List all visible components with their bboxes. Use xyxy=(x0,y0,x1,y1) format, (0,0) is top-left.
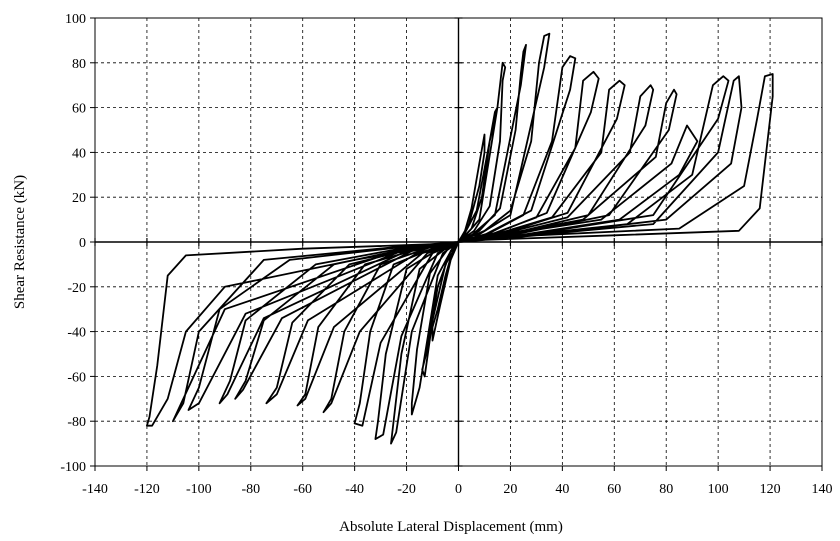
x-tick-label: -80 xyxy=(241,482,260,497)
x-tick-label: 0 xyxy=(455,482,462,497)
x-tick-label: -20 xyxy=(397,482,416,497)
y-tick-label: -60 xyxy=(67,370,86,385)
x-tick-label: 120 xyxy=(760,482,781,497)
series xyxy=(146,32,774,445)
y-tick-label: -40 xyxy=(67,326,86,341)
x-tick-label: -140 xyxy=(82,482,108,497)
y-tick-label: 100 xyxy=(65,12,86,27)
x-tick-label: -100 xyxy=(186,482,212,497)
x-tick-label: 20 xyxy=(503,482,517,497)
x-tick-label: 60 xyxy=(607,482,621,497)
x-tick-label: -120 xyxy=(134,482,160,497)
y-tick-label: 40 xyxy=(72,146,86,161)
x-axis-title: Absolute Lateral Displacement (mm) xyxy=(339,519,563,535)
y-tick-label: 80 xyxy=(72,57,86,72)
y-tick-labels: -100 -80 -60 -40 -20 0 20 40 60 80 100 xyxy=(60,12,86,475)
series-line xyxy=(146,32,774,445)
y-tick-label: 60 xyxy=(72,102,86,117)
x-tick-label: 100 xyxy=(708,482,729,497)
y-tick-label: -20 xyxy=(67,281,86,296)
y-tick-label: 0 xyxy=(79,236,86,251)
y-tick-label: -80 xyxy=(67,415,86,430)
x-tick-label: 40 xyxy=(555,482,569,497)
x-tick-label: -60 xyxy=(293,482,312,497)
x-tick-labels: -140 -120 -100 -80 -60 -40 -20 0 20 40 60 80 100 120 1… xyxy=(82,482,832,497)
y-tick-label: 20 xyxy=(72,191,86,206)
y-axis-title: Shear Resistance (kN) xyxy=(12,175,28,309)
y-tick-label: -100 xyxy=(60,460,86,475)
x-tick-label: 140 xyxy=(812,482,833,497)
x-tick-label: -40 xyxy=(345,482,364,497)
x-tick-label: 80 xyxy=(659,482,673,497)
